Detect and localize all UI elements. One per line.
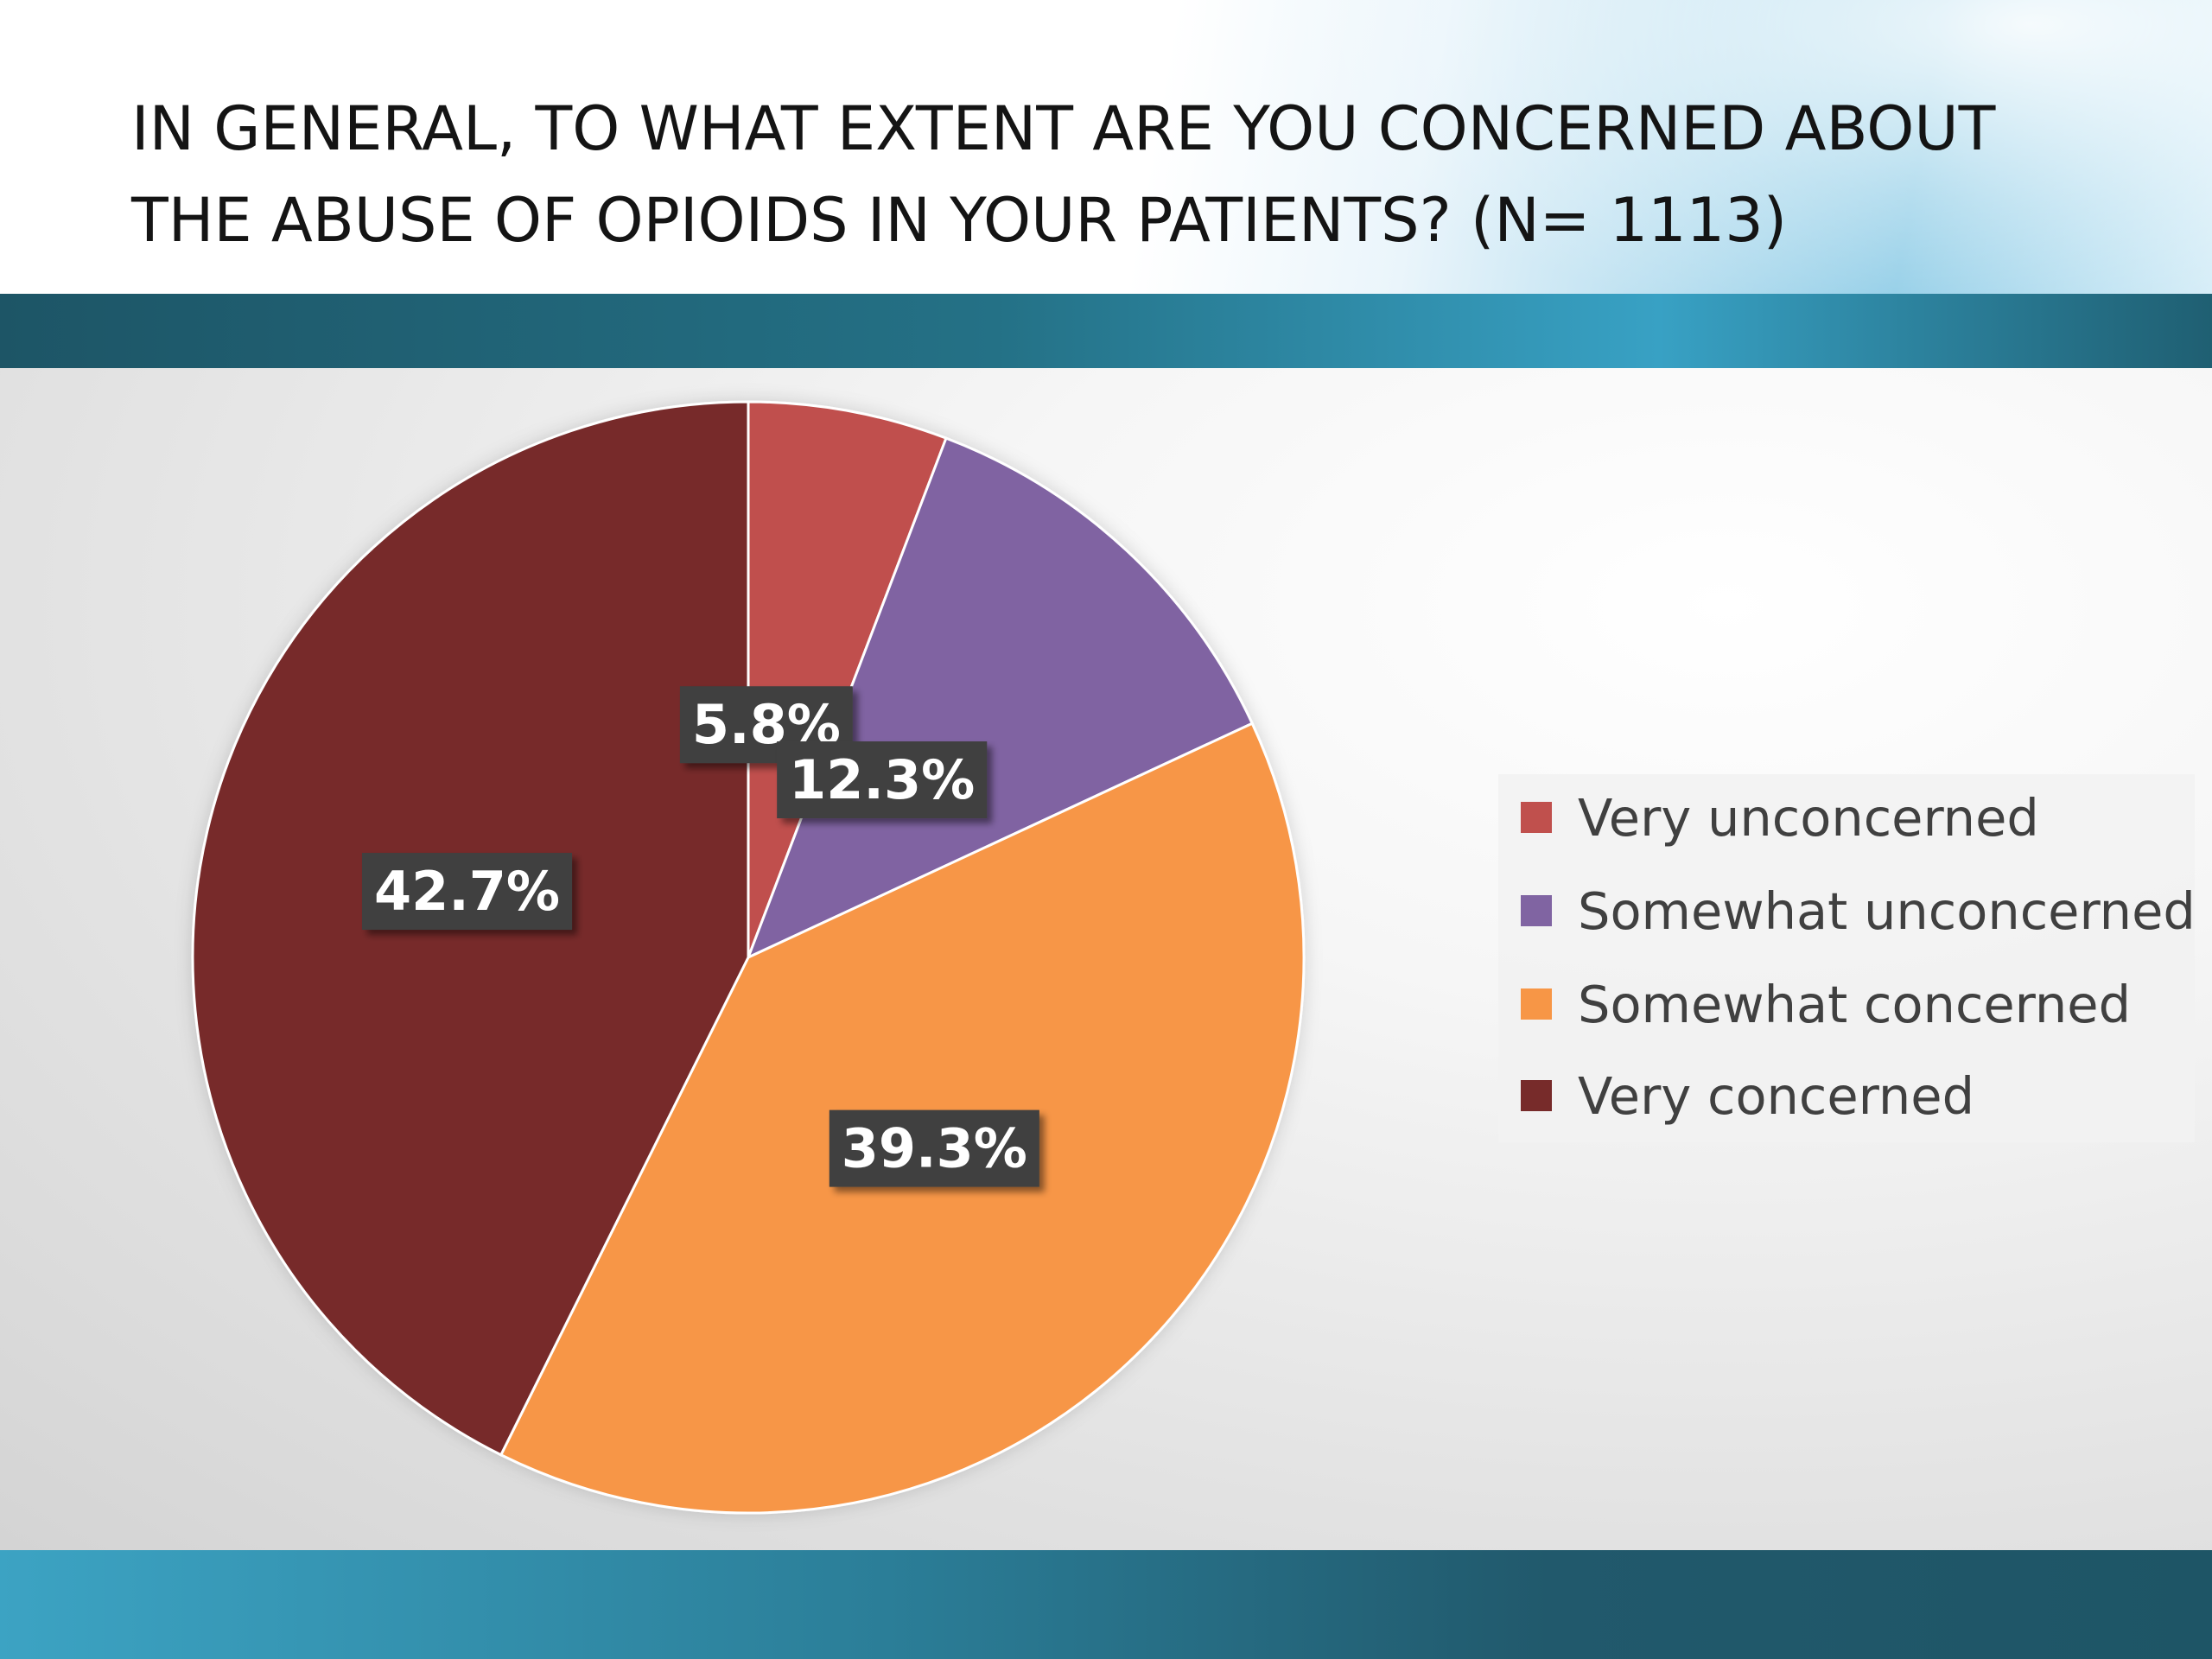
data-label-box-somewhat-concerned — [829, 1109, 1039, 1187]
title-line-1: IN GENERAL, TO WHAT EXTENT ARE YOU CONCE… — [131, 93, 1996, 164]
data-labels: 5.8%12.3%39.3%42.7% — [361, 686, 1039, 1187]
legend-item-very-concerned: Very concerned — [1521, 1052, 1974, 1139]
legend-swatch-somewhat-concerned — [1521, 988, 1552, 1020]
pie-slice-very-unconcerned — [747, 400, 948, 958]
data-label-text-somewhat-unconcerned: 12.3% — [789, 748, 975, 811]
legend-item-somewhat-concerned: Somewhat concerned — [1521, 961, 2131, 1047]
data-label-very-concerned: 42.7% — [361, 853, 573, 931]
legend-label-somewhat-concerned: Somewhat concerned — [1578, 974, 2132, 1034]
pie-slices — [191, 400, 1306, 1515]
data-label-somewhat-unconcerned: 12.3% — [777, 741, 988, 819]
legend-item-somewhat-unconcerned: Somewhat unconcerned — [1521, 868, 2196, 954]
data-label-box-very-concerned — [361, 853, 573, 931]
legend-swatch-somewhat-unconcerned — [1521, 895, 1552, 926]
chart-title: IN GENERAL, TO WHAT EXTENT ARE YOU CONCE… — [131, 83, 2032, 266]
title-line-2: THE ABUSE OF OPIOIDS IN YOUR PATIENTS? (… — [131, 185, 1788, 256]
legend-label-very-concerned: Very concerned — [1578, 1065, 1975, 1126]
legend: Very unconcerned Somewhat unconcerned So… — [1498, 774, 2196, 1142]
header-swoosh-decoration — [1253, 0, 2212, 294]
slide-header: IN GENERAL, TO WHAT EXTENT ARE YOU CONCE… — [0, 0, 2212, 294]
legend-item-very-unconcerned: Very unconcerned — [1521, 774, 2039, 861]
pie-chart: 5.8%12.3%39.3%42.7% — [191, 400, 1306, 1515]
data-label-somewhat-concerned: 39.3% — [829, 1109, 1039, 1187]
data-label-text-very-concerned: 42.7% — [374, 860, 560, 923]
top-teal-band — [0, 294, 2212, 368]
data-label-text-somewhat-concerned: 39.3% — [842, 1117, 1027, 1180]
legend-swatch-very-unconcerned — [1521, 802, 1552, 833]
legend-label-somewhat-unconcerned: Somewhat unconcerned — [1578, 880, 2196, 941]
pie-slice-somewhat-unconcerned — [746, 436, 1255, 960]
legend-swatch-very-concerned — [1521, 1080, 1552, 1111]
bottom-teal-band — [0, 1550, 2212, 1659]
data-label-box-somewhat-unconcerned — [777, 741, 988, 819]
legend-label-very-unconcerned: Very unconcerned — [1578, 787, 2039, 848]
